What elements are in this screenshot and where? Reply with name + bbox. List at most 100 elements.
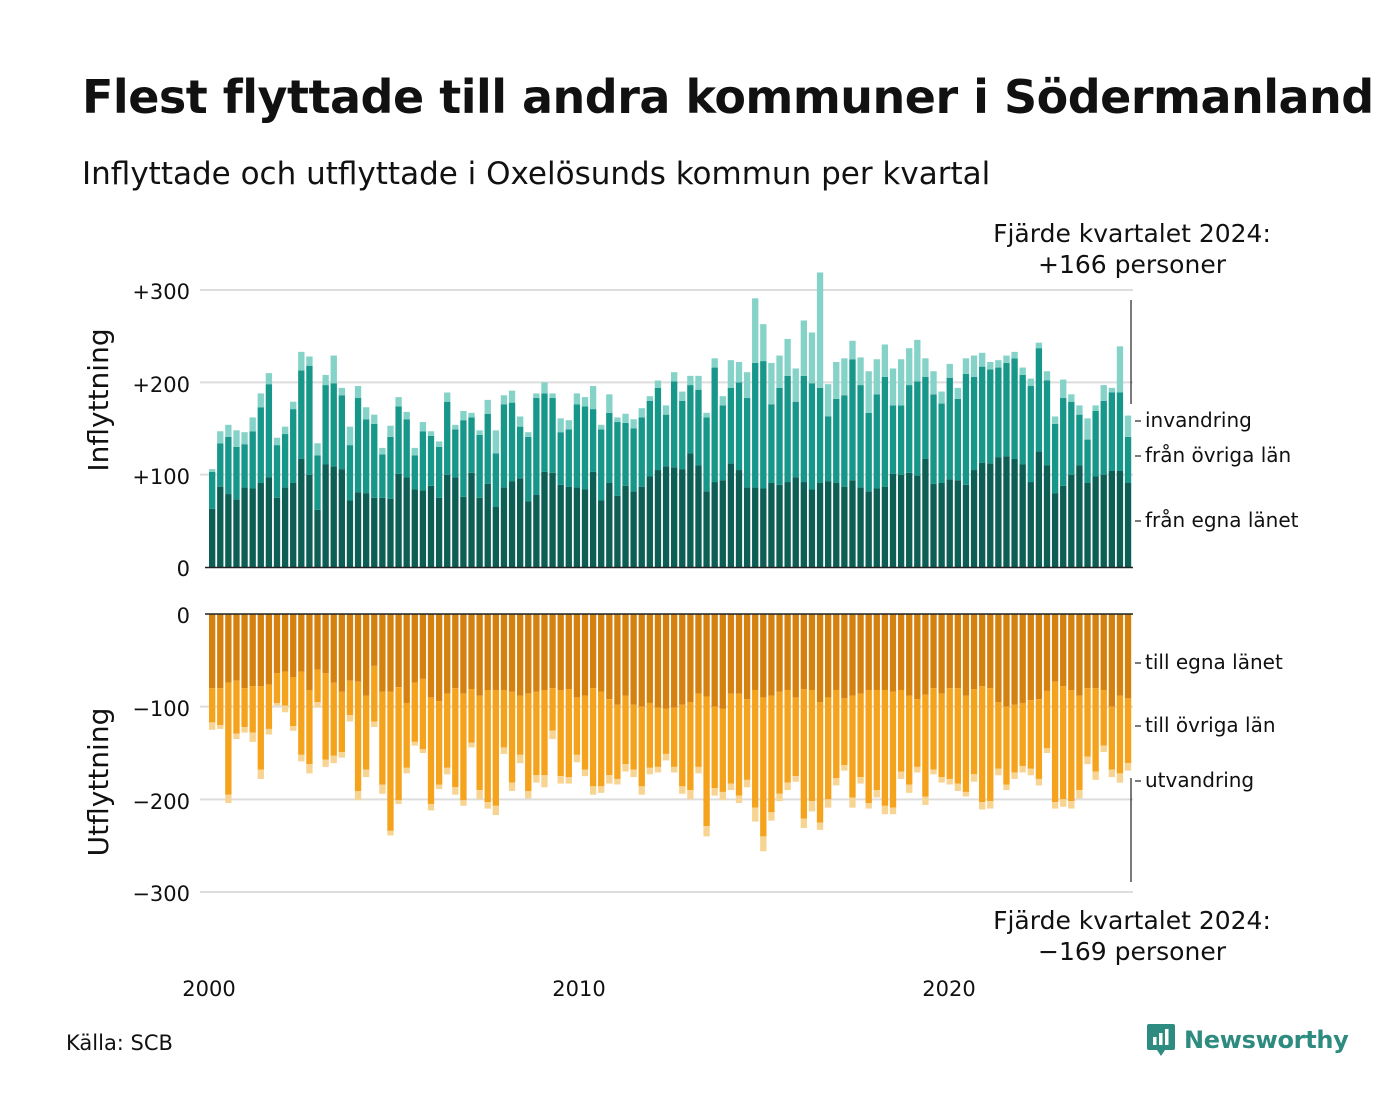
bar-out-other xyxy=(1027,700,1034,769)
bar-in-other xyxy=(930,394,937,484)
bar-out-other xyxy=(784,689,791,783)
bar-in-own xyxy=(565,486,572,567)
bar-out-own xyxy=(703,614,710,697)
bar-out-other xyxy=(249,686,256,733)
bar-out-other xyxy=(533,691,540,776)
bar-out-other xyxy=(452,688,459,788)
bar-in-immig xyxy=(1124,415,1132,437)
bar-in-other xyxy=(695,389,702,466)
ytick-top-100: +100 xyxy=(132,465,190,489)
bar-out-own xyxy=(403,614,410,703)
bar-out-own xyxy=(1003,614,1010,707)
bar-in-own xyxy=(816,482,824,567)
bar-in-other xyxy=(816,387,824,483)
bar-out-emig xyxy=(865,803,872,809)
bar-in-other xyxy=(671,381,678,468)
bar-in-immig xyxy=(217,431,224,444)
bar-in-own xyxy=(970,470,978,567)
bar-out-other xyxy=(1116,695,1124,774)
bar-out-other xyxy=(679,704,686,787)
bar-out-own xyxy=(1108,614,1115,707)
bar-out-own xyxy=(468,614,475,690)
bar-out-own xyxy=(760,614,767,698)
bar-out-emig xyxy=(484,802,491,809)
bar-out-own xyxy=(241,614,248,689)
bar-out-emig xyxy=(573,754,581,763)
bar-in-own xyxy=(938,482,945,567)
bar-out-own xyxy=(1100,614,1107,690)
bar-in-own xyxy=(897,474,905,567)
bar-in-own xyxy=(314,509,321,567)
bar-in-other xyxy=(273,445,281,498)
bar-out-other xyxy=(541,689,548,776)
bar-in-other xyxy=(614,422,621,496)
bar-in-own xyxy=(330,466,337,567)
bar-in-immig xyxy=(371,414,378,424)
bar-out-emig xyxy=(517,754,524,764)
bar-out-other xyxy=(1124,698,1132,764)
bar-in-own xyxy=(695,465,702,567)
ylabel-bottom: Utflyttning xyxy=(82,708,115,857)
bar-out-emig xyxy=(638,786,645,795)
bar-out-other xyxy=(330,682,337,756)
bar-out-own xyxy=(1084,614,1091,689)
bar-out-emig xyxy=(914,766,921,773)
bar-out-emig xyxy=(1084,756,1091,765)
bar-out-emig xyxy=(622,764,629,772)
bar-out-emig xyxy=(403,767,410,774)
bar-out-own xyxy=(581,614,589,696)
bar-in-own xyxy=(849,480,856,567)
bar-out-other xyxy=(565,689,572,778)
bar-in-own xyxy=(1116,470,1124,567)
bar-out-own xyxy=(752,614,759,690)
bar-in-immig xyxy=(768,362,775,405)
bar-in-immig xyxy=(1084,418,1091,440)
bar-out-emig xyxy=(679,786,686,794)
bar-in-immig xyxy=(589,386,597,410)
bar-out-emig xyxy=(873,790,880,798)
bar-out-own xyxy=(557,614,564,690)
bar-in-own xyxy=(589,471,597,567)
series-label-top: från övriga län xyxy=(1145,443,1291,467)
axes xyxy=(205,300,1133,882)
bar-in-own xyxy=(492,506,499,567)
bar-in-immig xyxy=(209,469,216,472)
bar-in-other xyxy=(508,402,516,482)
bar-out-emig xyxy=(711,788,718,796)
bar-in-immig xyxy=(638,408,645,418)
bar-out-emig xyxy=(881,805,889,815)
bar-in-own xyxy=(743,487,751,567)
bar-in-other xyxy=(654,387,662,471)
bar-in-own xyxy=(517,478,524,567)
bar-out-emig xyxy=(922,796,929,805)
bar-in-other xyxy=(889,405,897,474)
bar-in-other xyxy=(825,416,832,482)
bar-out-own xyxy=(946,614,953,689)
bar-in-own xyxy=(833,482,840,567)
bar-in-own xyxy=(525,501,532,567)
bar-out-own xyxy=(1019,614,1026,703)
bar-out-other xyxy=(946,688,953,779)
bar-in-own xyxy=(865,491,872,567)
bar-out-emig xyxy=(257,769,264,779)
bar-in-other xyxy=(444,401,451,475)
bar-out-other xyxy=(573,697,581,755)
bar-in-other xyxy=(784,375,791,483)
newsworthy-logo[interactable]: Newsworthy xyxy=(1146,1022,1349,1058)
bar-out-own xyxy=(330,614,337,683)
bar-in-own xyxy=(768,482,775,567)
bar-out-other xyxy=(363,695,370,770)
bar-out-own xyxy=(906,614,913,696)
bar-in-own xyxy=(298,458,305,567)
bar-out-own xyxy=(387,614,394,692)
bar-in-immig xyxy=(865,371,872,413)
bar-in-own xyxy=(881,486,889,567)
bar-out-own xyxy=(549,614,556,689)
bar-out-other xyxy=(354,681,362,791)
bar-out-emig xyxy=(241,727,248,733)
bar-in-other xyxy=(452,429,459,478)
series-label-bottom: till övriga län xyxy=(1145,713,1276,737)
bar-out-other xyxy=(322,673,329,760)
bar-out-own xyxy=(849,614,856,696)
bar-out-other xyxy=(225,682,232,795)
